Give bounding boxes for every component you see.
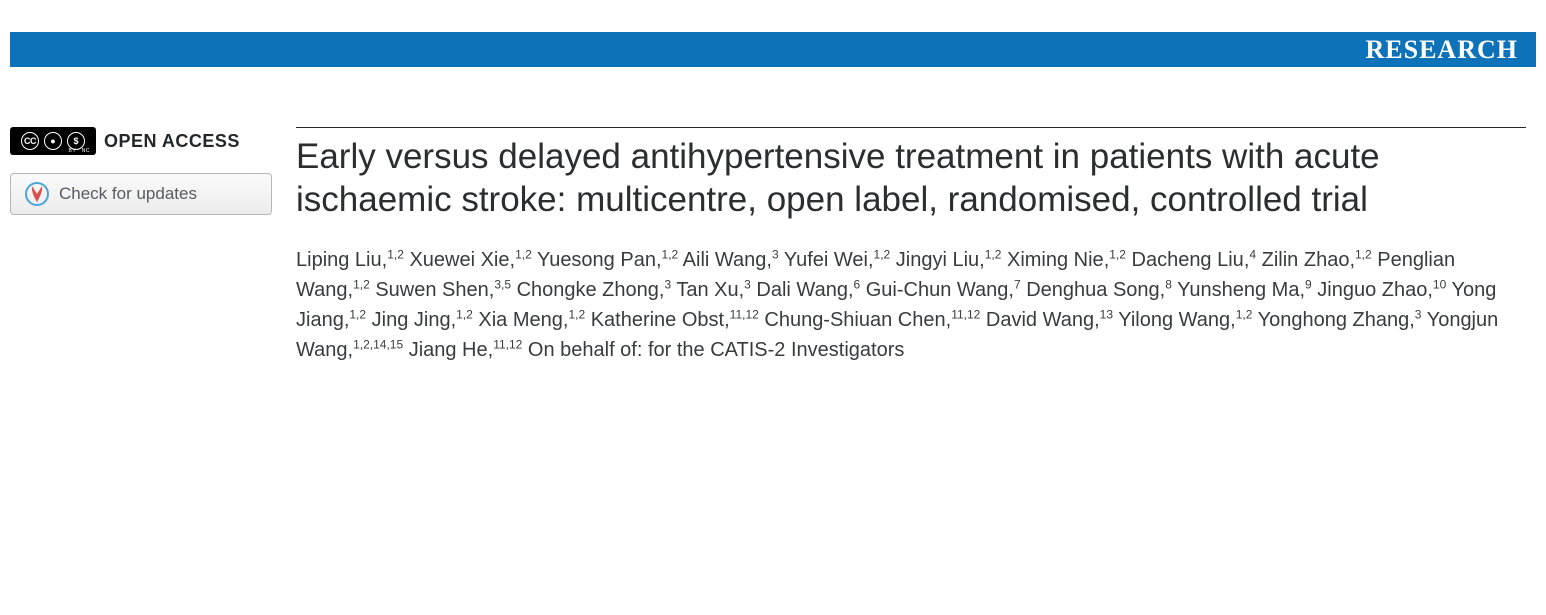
- author-affiliation: 1,2: [349, 308, 366, 322]
- author-affiliation: 1,2: [456, 308, 473, 322]
- author-name: David Wang: [986, 309, 1094, 331]
- author-affiliation: 1,2: [515, 248, 532, 262]
- content-wrapper: CC ● $ BY NC OPEN ACCESS Check for updat…: [0, 67, 1546, 365]
- author-name: Yilong Wang: [1118, 309, 1230, 331]
- author-affiliation: 3: [744, 278, 751, 292]
- check-updates-button[interactable]: Check for updates: [10, 173, 272, 215]
- author-name: Xia Meng: [478, 309, 563, 331]
- cc-license-icon: CC ● $ BY NC: [10, 127, 96, 155]
- author-name: Jinguo Zhao: [1317, 279, 1427, 301]
- author-name: Ximing Nie: [1007, 249, 1104, 271]
- section-banner: RESEARCH: [10, 32, 1536, 67]
- author-affiliation: 9: [1305, 278, 1312, 292]
- main-column: Early versus delayed antihypertensive tr…: [296, 127, 1526, 365]
- author-affiliation: 1,2: [985, 248, 1002, 262]
- author-affiliation: 3: [772, 248, 779, 262]
- author-name: Aili Wang: [683, 249, 767, 271]
- author-affiliation: 3: [664, 278, 671, 292]
- author-affiliation: 11,12: [493, 338, 522, 352]
- author-name: Katherine Obst: [591, 309, 724, 331]
- author-affiliation: 10: [1433, 278, 1446, 292]
- author-affiliation: 6: [854, 278, 861, 292]
- open-access-badge: CC ● $ BY NC OPEN ACCESS: [10, 127, 272, 155]
- author-name: Dacheng Liu: [1132, 249, 1244, 271]
- author-name: Denghua Song: [1026, 279, 1159, 301]
- author-name: Chongke Zhong: [517, 279, 659, 301]
- author-name: Yufei Wei: [784, 249, 868, 271]
- author-affiliation: 4: [1249, 248, 1256, 262]
- author-affiliation: 1,2: [387, 248, 404, 262]
- author-affiliation: 3: [1415, 308, 1422, 322]
- author-affiliation: 1,2: [662, 248, 679, 262]
- author-name: Yonghong Zhang: [1258, 309, 1410, 331]
- author-name: Liping Liu: [296, 249, 382, 271]
- author-name: Jingyi Liu: [896, 249, 979, 271]
- author-affiliation: 11,12: [730, 308, 759, 322]
- open-access-label: OPEN ACCESS: [104, 131, 240, 152]
- author-affiliation: 8: [1165, 278, 1172, 292]
- author-affiliation: 1,2: [1109, 248, 1126, 262]
- author-name: Yunsheng Ma: [1177, 279, 1299, 301]
- author-affiliation: 1,2,14,15: [353, 338, 403, 352]
- author-affiliation: 13: [1100, 308, 1113, 322]
- author-name: Gui-Chun Wang: [866, 279, 1009, 301]
- check-updates-label: Check for updates: [59, 184, 197, 204]
- author-name: Zilin Zhao: [1262, 249, 1350, 271]
- author-name: Jing Jing: [372, 309, 451, 331]
- author-name: Dali Wang: [756, 279, 848, 301]
- article-title: Early versus delayed antihypertensive tr…: [296, 136, 1526, 221]
- on-behalf-of: On behalf of: for the CATIS-2 Investigat…: [528, 339, 904, 361]
- author-name: Chung-Shiuan Chen: [764, 309, 945, 331]
- author-name: Jiang He: [409, 339, 488, 361]
- author-name: Tan Xu: [676, 279, 738, 301]
- author-affiliation: 1,2: [353, 278, 370, 292]
- author-affiliation: 1,2: [874, 248, 891, 262]
- section-label: RESEARCH: [1366, 35, 1518, 65]
- author-affiliation: 3,5: [494, 278, 511, 292]
- author-affiliation: 1,2: [568, 308, 585, 322]
- author-name: Suwen Shen: [375, 279, 488, 301]
- author-name: Yuesong Pan: [537, 249, 656, 271]
- crossmark-icon: [25, 182, 49, 206]
- author-affiliation: 7: [1014, 278, 1021, 292]
- author-affiliation: 1,2: [1236, 308, 1253, 322]
- author-affiliation: 11,12: [951, 308, 980, 322]
- author-name: Xuewei Xie: [409, 249, 509, 271]
- author-affiliation: 1,2: [1355, 248, 1372, 262]
- sidebar: CC ● $ BY NC OPEN ACCESS Check for updat…: [10, 127, 272, 365]
- author-list: Liping Liu,1,2 Xuewei Xie,1,2 Yuesong Pa…: [296, 245, 1526, 365]
